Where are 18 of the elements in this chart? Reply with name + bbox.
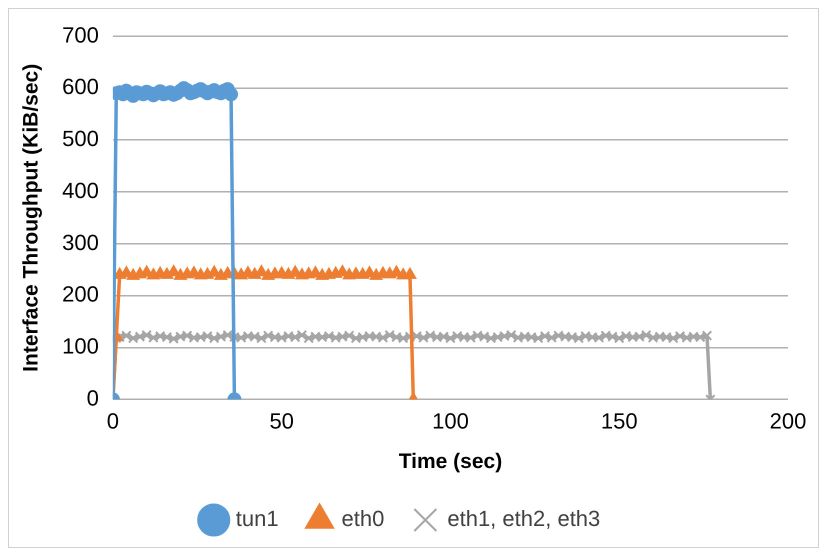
x-tick-label: 100 bbox=[432, 408, 469, 434]
y-tick-label: 400 bbox=[62, 178, 99, 203]
y-tick-label: 200 bbox=[62, 282, 99, 307]
x-axis-title: Time (sec) bbox=[398, 450, 502, 474]
x-tick-label: 50 bbox=[269, 408, 294, 434]
y-tick-label: 100 bbox=[62, 334, 99, 359]
y-tick-label: 300 bbox=[62, 230, 99, 255]
y-tick-label: 0 bbox=[86, 385, 99, 410]
y-tick-label: 600 bbox=[62, 74, 99, 100]
y-axis-title: Interface Throughput (KiB/sec) bbox=[19, 64, 42, 372]
legend-label: tun1 bbox=[236, 506, 279, 532]
legend-label: eth1, eth2, eth3 bbox=[447, 506, 600, 532]
legend-label: eth0 bbox=[342, 506, 384, 532]
x-tick-label: 200 bbox=[770, 408, 806, 434]
x-tick-label: 150 bbox=[600, 408, 638, 434]
y-tick-label: 500 bbox=[62, 126, 99, 152]
y-tick-label: 700 bbox=[62, 22, 99, 48]
x-tick-label: 0 bbox=[106, 408, 120, 434]
